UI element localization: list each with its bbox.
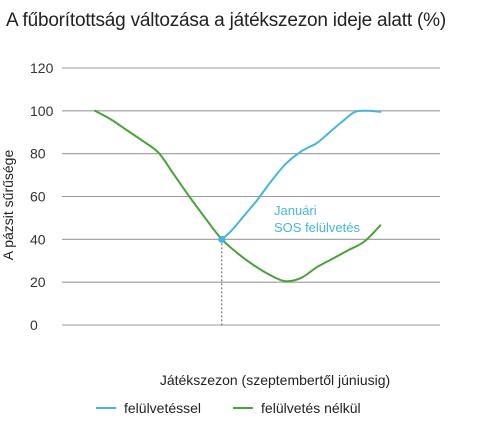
y-axis-label: A pázsit sűrűsége xyxy=(0,150,16,261)
chart-title: A fűborítottság változása a játékszezon … xyxy=(6,10,446,31)
y-tick-label-120: 120 xyxy=(30,60,54,76)
y-tick-label-100: 100 xyxy=(30,103,54,119)
y-tick-label-80: 80 xyxy=(30,146,46,162)
legend-label-without-overseeding: felülvetés nélkül xyxy=(261,400,361,416)
legend-swatch-with-overseeding xyxy=(96,407,116,409)
y-tick-labels: 0 20 40 60 80 100 120 xyxy=(30,60,54,333)
legend-label-with-overseeding: felülvetéssel xyxy=(124,400,202,416)
y-tick-label-0: 0 xyxy=(30,317,38,333)
annotation-line-1: Januári xyxy=(274,203,317,218)
series-line-with-overseeding xyxy=(220,109,382,241)
series-line-without-overseeding xyxy=(94,109,382,283)
y-tick-label-40: 40 xyxy=(30,231,46,247)
y-tick-label-60: 60 xyxy=(30,189,46,205)
legend: felülvetéssel felülvetés nélkül xyxy=(96,400,393,416)
series-lines xyxy=(94,109,382,283)
annotation-point-marker xyxy=(218,235,226,243)
legend-swatch-without-overseeding xyxy=(233,407,254,409)
y-tick-label-20: 20 xyxy=(30,274,46,290)
legend-item-without-overseeding: felülvetés nélkül xyxy=(233,400,361,416)
legend-item-with-overseeding: felülvetéssel xyxy=(96,400,201,416)
annotation-line-2: SOS felülvetés xyxy=(274,220,360,235)
gridlines xyxy=(62,67,440,326)
x-axis-label: Játékszezon (szeptembertől júniusig) xyxy=(160,372,390,388)
